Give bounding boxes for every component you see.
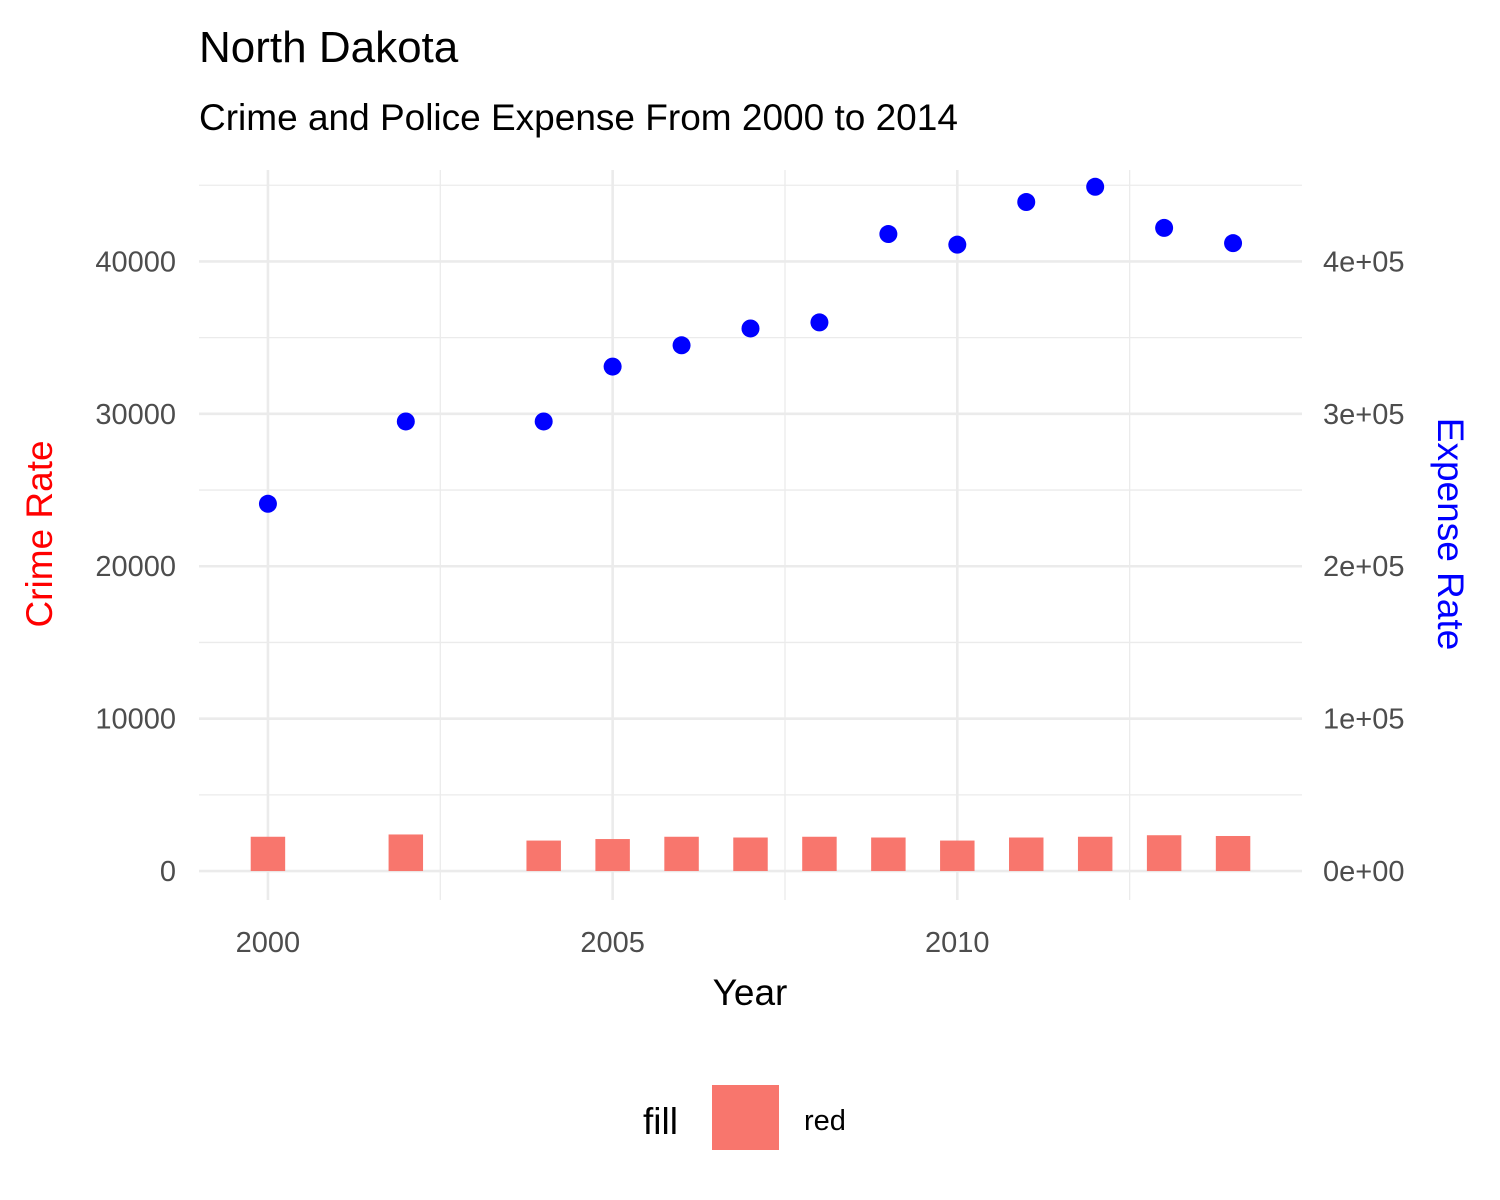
crime-bars bbox=[250, 834, 1251, 872]
point-2011 bbox=[1017, 193, 1036, 212]
bar-2002 bbox=[388, 834, 424, 872]
y-left-tick-label: 10000 bbox=[95, 704, 176, 736]
point-2004 bbox=[534, 412, 553, 431]
y-left-axis-title: Crime Rate bbox=[19, 440, 60, 627]
y-left-tick-label: 20000 bbox=[95, 551, 176, 583]
x-tick-label: 2005 bbox=[580, 927, 645, 959]
x-tick-label: 2000 bbox=[236, 927, 301, 959]
x-tick-label: 2010 bbox=[925, 927, 990, 959]
y-right-tick-label: 4e+05 bbox=[1323, 246, 1404, 278]
point-2010 bbox=[948, 235, 967, 254]
expense-points bbox=[258, 177, 1243, 513]
point-2009 bbox=[879, 225, 898, 244]
grid bbox=[199, 170, 1302, 900]
y-left-axis-ticks: 0 10000 20000 30000 40000 bbox=[95, 246, 176, 888]
legend-label: red bbox=[804, 1105, 846, 1137]
point-2007 bbox=[741, 319, 760, 338]
y-right-tick-label: 1e+05 bbox=[1323, 704, 1404, 736]
legend-key-red bbox=[712, 1085, 779, 1150]
point-2014 bbox=[1224, 234, 1243, 253]
bar-2010 bbox=[940, 840, 975, 872]
point-2000 bbox=[258, 494, 277, 513]
bar-2012 bbox=[1077, 836, 1113, 872]
point-2002 bbox=[396, 412, 415, 431]
bar-2013 bbox=[1146, 835, 1182, 872]
y-right-axis-title: Expense Rate bbox=[1430, 418, 1471, 650]
point-2013 bbox=[1155, 218, 1174, 237]
bar-2009 bbox=[871, 837, 906, 872]
legend: fill red bbox=[643, 1085, 846, 1150]
point-2005 bbox=[603, 357, 622, 376]
y-left-tick-label: 40000 bbox=[95, 246, 176, 278]
point-2006 bbox=[672, 336, 691, 355]
bar-2014 bbox=[1215, 835, 1251, 872]
bar-2004 bbox=[526, 840, 561, 872]
y-left-tick-label: 0 bbox=[160, 856, 176, 888]
y-left-tick-label: 30000 bbox=[95, 399, 176, 431]
point-2012 bbox=[1086, 177, 1105, 196]
y-right-tick-label: 3e+05 bbox=[1323, 399, 1404, 431]
bar-2000 bbox=[250, 836, 286, 872]
x-axis-title: Year bbox=[713, 972, 788, 1013]
bar-2008 bbox=[802, 836, 837, 872]
y-right-tick-label: 2e+05 bbox=[1323, 551, 1404, 583]
bar-2011 bbox=[1009, 837, 1044, 872]
y-right-tick-label: 0e+00 bbox=[1323, 856, 1404, 888]
point-2008 bbox=[810, 313, 829, 332]
bar-2007 bbox=[733, 837, 768, 872]
y-right-axis-ticks: 0e+00 1e+05 2e+05 3e+05 4e+05 bbox=[1323, 246, 1404, 888]
legend-title: fill bbox=[643, 1101, 678, 1142]
x-axis-ticks: 2000 2005 2010 bbox=[236, 927, 990, 959]
chart-title: North Dakota bbox=[199, 23, 459, 72]
bar-2006 bbox=[664, 836, 699, 872]
bar-2005 bbox=[595, 839, 630, 872]
chart-subtitle: Crime and Police Expense From 2000 to 20… bbox=[199, 97, 958, 138]
